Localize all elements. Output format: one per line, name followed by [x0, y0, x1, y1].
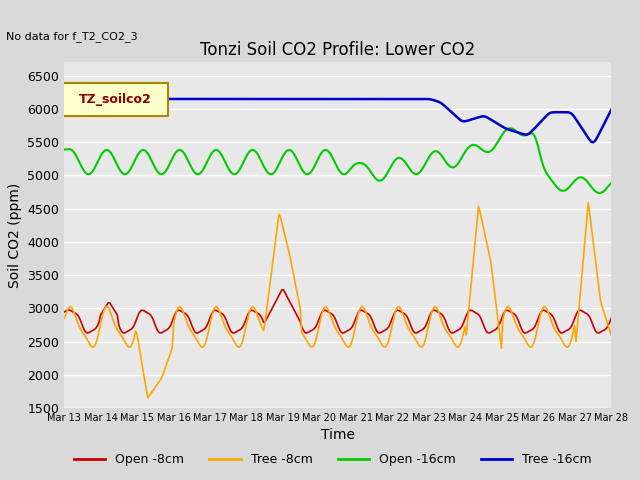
Text: No data for f_T2_CO2_3: No data for f_T2_CO2_3 [6, 31, 138, 42]
Title: Tonzi Soil CO2 Profile: Lower CO2: Tonzi Soil CO2 Profile: Lower CO2 [200, 41, 476, 60]
Text: TZ_soilco2: TZ_soilco2 [79, 93, 151, 106]
Y-axis label: Soil CO2 (ppm): Soil CO2 (ppm) [8, 182, 22, 288]
X-axis label: Time: Time [321, 429, 355, 443]
FancyBboxPatch shape [61, 83, 168, 116]
Legend: Open -8cm, Tree -8cm, Open -16cm, Tree -16cm: Open -8cm, Tree -8cm, Open -16cm, Tree -… [69, 448, 596, 471]
